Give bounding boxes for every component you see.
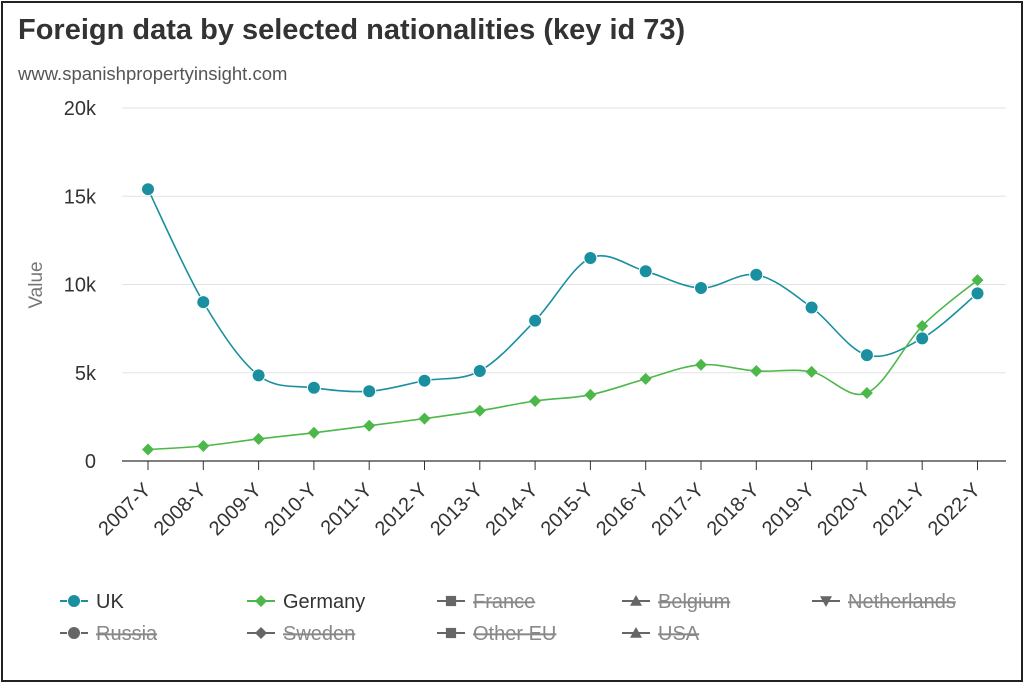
legend-item-uk[interactable]: UK <box>60 591 124 613</box>
legend-label: Belgium <box>658 591 730 613</box>
data-point-germany <box>916 319 929 332</box>
legend: UK Germany France Belgium Netherlands Russia S… <box>60 591 956 645</box>
legend-label: Russia <box>96 623 158 645</box>
legend-label: France <box>473 591 535 613</box>
data-point-uk <box>472 363 487 378</box>
data-point-uk <box>362 384 377 399</box>
x-tick-label: 2022-Y <box>924 479 985 540</box>
data-point-germany <box>142 443 154 456</box>
legend-marker <box>445 627 457 639</box>
legend-marker <box>445 595 457 607</box>
data-point-uk <box>859 348 874 363</box>
data-point-uk <box>694 281 708 296</box>
series-line-germany <box>147 279 979 451</box>
legend-item-france[interactable]: France <box>437 591 535 613</box>
series-layer <box>141 182 985 456</box>
data-point-germany <box>197 439 210 452</box>
legend-marker <box>67 626 81 640</box>
legend-label: Sweden <box>283 623 355 645</box>
data-point-uk <box>970 286 985 301</box>
legend-item-usa[interactable]: USA <box>622 623 700 645</box>
legend-item-russia[interactable]: Russia <box>60 623 158 645</box>
x-tick-label: 2015-Y <box>537 479 598 540</box>
series-uk <box>141 182 985 399</box>
legend-item-other-eu[interactable]: Other EU <box>437 623 556 645</box>
chart-title: Foreign data by selected nationalities (… <box>18 14 686 46</box>
x-tick-label: 2008-Y <box>150 479 211 540</box>
data-point-uk <box>251 368 266 383</box>
legend-label: Netherlands <box>848 591 956 613</box>
legend-item-sweden[interactable]: Sweden <box>247 623 355 645</box>
legend-marker <box>67 594 81 608</box>
y-tick-label: 0 <box>85 451 96 473</box>
x-tick-label: 2013-Y <box>426 479 487 540</box>
data-point-uk <box>306 380 321 395</box>
data-point-germany <box>473 404 486 417</box>
x-tick-label: 2007-Y <box>94 479 155 540</box>
x-tick-label: 2012-Y <box>371 479 432 540</box>
data-point-uk <box>749 267 764 282</box>
data-point-germany <box>639 372 652 385</box>
legend-marker <box>630 627 642 638</box>
data-point-uk <box>417 373 432 388</box>
legend-label: Germany <box>283 591 365 613</box>
y-tick-label: 15k <box>64 186 97 208</box>
legend-label: UK <box>96 591 124 613</box>
y-axis-label: Value <box>26 261 47 308</box>
x-tick-label: 2014-Y <box>481 479 542 540</box>
legend-label: Other EU <box>473 623 556 645</box>
data-point-uk <box>141 182 155 197</box>
legend-item-netherlands[interactable]: Netherlands <box>812 591 956 613</box>
legend-marker <box>820 596 832 607</box>
data-point-uk <box>583 251 598 266</box>
data-point-germany <box>529 394 542 407</box>
legend-marker <box>630 595 642 606</box>
x-tick-label: 2018-Y <box>703 479 764 540</box>
x-tick-label: 2019-Y <box>758 479 819 540</box>
y-tick-label: 10k <box>64 275 97 297</box>
x-tick-label: 2021-Y <box>869 479 930 540</box>
x-tick-label: 2020-Y <box>813 479 874 540</box>
data-point-germany <box>750 364 763 377</box>
y-tick-label: 20k <box>64 98 97 120</box>
x-tick-label: 2016-Y <box>592 479 653 540</box>
legend-marker <box>255 595 267 607</box>
series-line-uk <box>147 188 979 393</box>
legend-item-germany[interactable]: Germany <box>247 591 365 613</box>
series-germany <box>142 274 984 456</box>
legend-marker <box>255 627 267 639</box>
data-point-germany <box>307 426 320 439</box>
data-point-uk <box>638 264 653 279</box>
x-tick-label: 2011-Y <box>317 479 377 539</box>
data-point-germany <box>418 412 431 425</box>
x-tick-label: 2009-Y <box>205 479 266 540</box>
data-point-uk <box>804 300 819 315</box>
data-point-uk <box>196 295 211 310</box>
data-point-germany <box>805 365 818 378</box>
data-point-germany <box>971 274 984 287</box>
data-point-uk <box>528 313 543 328</box>
data-point-germany <box>860 387 873 400</box>
data-point-uk <box>915 331 930 346</box>
chart-subtitle: www.spanishpropertyinsight.com <box>18 63 288 84</box>
legend-item-belgium[interactable]: Belgium <box>622 591 730 613</box>
x-tick-label: 2010-Y <box>260 479 321 540</box>
data-point-germany <box>363 419 376 432</box>
data-point-germany <box>584 388 597 401</box>
grid-layer <box>122 107 1006 374</box>
y-tick-label: 5k <box>75 363 97 385</box>
legend-label: USA <box>658 623 700 645</box>
data-point-germany <box>695 358 707 371</box>
data-point-germany <box>252 432 265 445</box>
x-tick-label: 2017-Y <box>647 479 708 540</box>
